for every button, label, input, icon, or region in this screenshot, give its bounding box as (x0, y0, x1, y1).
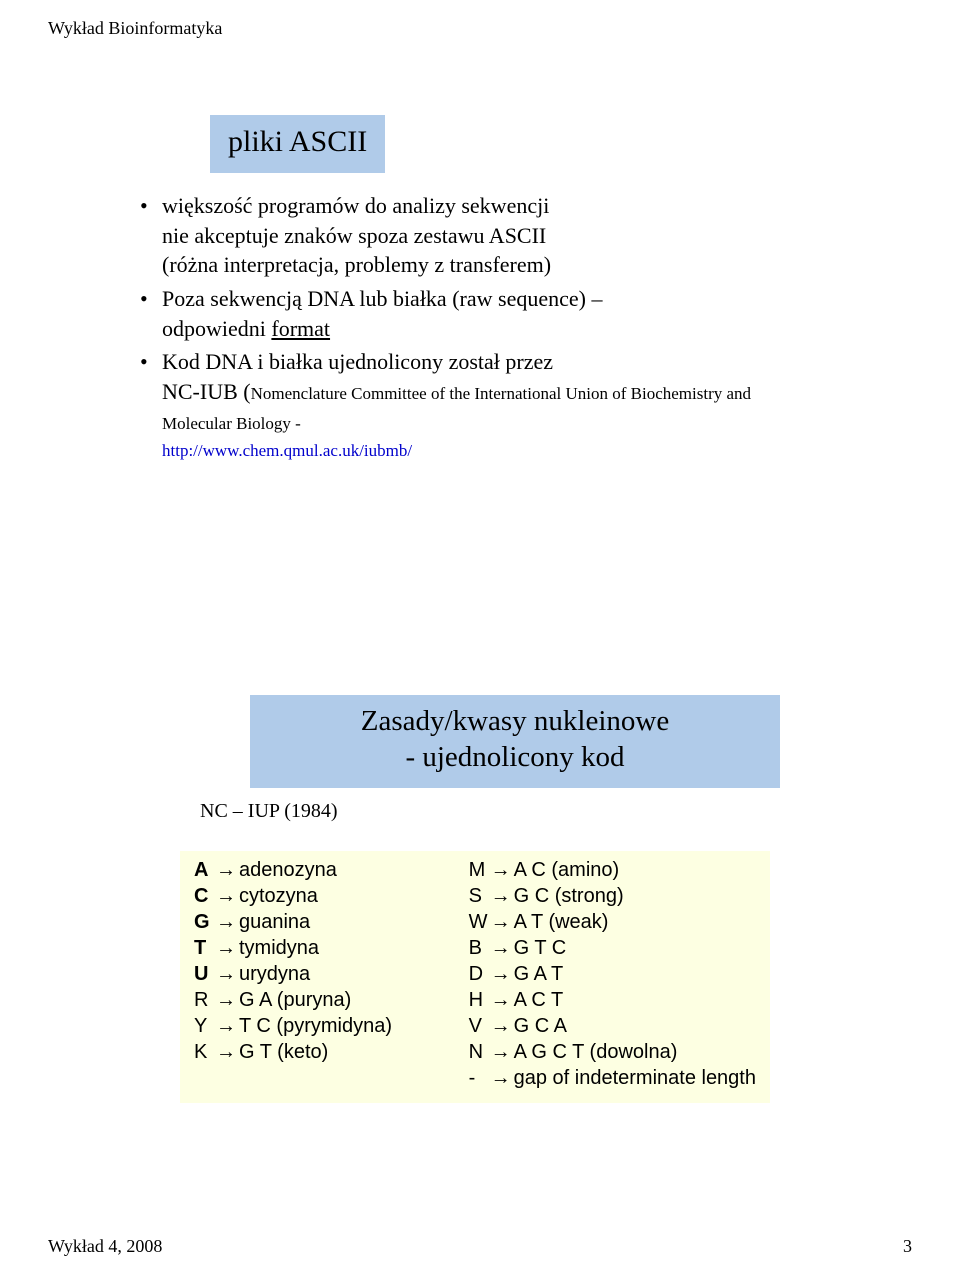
arrow-icon: → (491, 1067, 511, 1090)
page-number: 3 (903, 1236, 912, 1257)
code-symbol: N (469, 1041, 491, 1064)
code-row: K→ G T (keto) (194, 1041, 469, 1064)
code-symbol: M (469, 859, 491, 882)
code-row: H→ A C T (469, 989, 756, 1012)
arrow-icon: → (216, 989, 236, 1012)
code-symbol: Y (194, 1015, 216, 1038)
arrow-icon: → (216, 859, 236, 882)
code-definition: cytozyna (239, 885, 318, 908)
code-definition: G C (strong) (514, 885, 624, 908)
arrow-icon: → (491, 1015, 511, 1038)
code-symbol: R (194, 989, 216, 1012)
code-symbol: T (194, 937, 216, 960)
slide2-title: Zasady/kwasy nukleinowe - ujednolicony k… (250, 695, 780, 788)
bullet-3-line1: Kod DNA i białka ujednolicony został prz… (162, 349, 553, 374)
code-row: R→ G A (puryna) (194, 989, 469, 1012)
bullet-3-line2-pre: NC-IUB ( (162, 379, 251, 404)
code-definition: A G C T (dowolna) (514, 1041, 678, 1064)
code-definition: tymidyna (239, 937, 319, 960)
code-definition: gap of indeterminate length (514, 1067, 756, 1090)
code-definition: A C (amino) (514, 859, 620, 882)
bullet-2: Poza sekwencją DNA lub białka (raw seque… (140, 284, 820, 343)
nucleotide-code-table: A→ adenozynaC→ cytozynaG→ guaninaT→ tymi… (180, 851, 770, 1103)
code-row: -→ gap of indeterminate length (469, 1067, 756, 1090)
code-row: D→ G A T (469, 963, 756, 986)
bullet-1-line1: większość programów do analizy sekwencji (162, 193, 549, 218)
slide2-title-l2: - ujednolicony kod (405, 741, 624, 773)
slide-ascii-files: pliki ASCII większość programów do anali… (140, 115, 820, 461)
code-row: B→ G T C (469, 937, 756, 960)
bullet-2-line2a: odpowiedni (162, 316, 271, 341)
arrow-icon: → (491, 1041, 511, 1064)
code-row: W→ A T (weak) (469, 911, 756, 934)
slide1-title: pliki ASCII (210, 115, 385, 173)
arrow-icon: → (216, 1041, 236, 1064)
code-definition: G T (keto) (239, 1041, 328, 1064)
code-row: C→ cytozyna (194, 885, 469, 908)
code-symbol: S (469, 885, 491, 908)
code-row: A→ adenozyna (194, 859, 469, 882)
nc-iub-link[interactable]: http://www.chem.qmul.ac.uk/iubmb/ (162, 441, 820, 461)
arrow-icon: → (216, 963, 236, 986)
slide1-bullets: większość programów do analizy sekwencji… (140, 191, 820, 437)
arrow-icon: → (216, 911, 236, 934)
code-symbol: W (469, 911, 491, 934)
bullet-2-underline: format (271, 316, 330, 341)
arrow-icon: → (491, 859, 511, 882)
bullet-3-small: Nomenclature Committee of the Internatio… (162, 384, 751, 433)
code-definition: G T C (514, 937, 567, 960)
code-row: U→ urydyna (194, 963, 469, 986)
arrow-icon: → (491, 937, 511, 960)
code-column-1: A→ adenozynaC→ cytozynaG→ guaninaT→ tymi… (194, 859, 469, 1093)
code-symbol: V (469, 1015, 491, 1038)
code-row: Y→ T C (pyrymidyna) (194, 1015, 469, 1038)
code-definition: G A (puryna) (239, 989, 351, 1012)
code-symbol: K (194, 1041, 216, 1064)
slide-nucleic-codes: Zasady/kwasy nukleinowe - ujednolicony k… (180, 695, 780, 1103)
code-definition: A T (weak) (514, 911, 609, 934)
bullet-1-line3: (różna interpretacja, problemy z transfe… (162, 252, 551, 277)
footer-left: Wykład 4, 2008 (48, 1236, 162, 1257)
code-symbol: B (469, 937, 491, 960)
slide2-title-l1: Zasady/kwasy nukleinowe (361, 705, 669, 737)
arrow-icon: → (216, 937, 236, 960)
code-definition: guanina (239, 911, 310, 934)
code-symbol: - (469, 1067, 491, 1090)
code-symbol: D (469, 963, 491, 986)
code-symbol: A (194, 859, 216, 882)
arrow-icon: → (491, 911, 511, 934)
page-header: Wykład Bioinformatyka (48, 18, 222, 39)
code-symbol: H (469, 989, 491, 1012)
arrow-icon: → (216, 885, 236, 908)
bullet-1-line2: nie akceptuje znaków spoza zestawu ASCII (162, 223, 546, 248)
arrow-icon: → (491, 963, 511, 986)
code-row: V→ G C A (469, 1015, 756, 1038)
arrow-icon: → (491, 989, 511, 1012)
code-symbol: C (194, 885, 216, 908)
code-definition: G A T (514, 963, 564, 986)
code-row: T→ tymidyna (194, 937, 469, 960)
code-symbol: G (194, 911, 216, 934)
code-definition: urydyna (239, 963, 310, 986)
nc-iup-label: NC – IUP (1984) (200, 800, 780, 823)
bullet-1: większość programów do analizy sekwencji… (140, 191, 820, 280)
code-row: G→ guanina (194, 911, 469, 934)
code-definition: adenozyna (239, 859, 337, 882)
code-row: S→ G C (strong) (469, 885, 756, 908)
code-symbol: U (194, 963, 216, 986)
code-row: N→ A G C T (dowolna) (469, 1041, 756, 1064)
arrow-icon: → (491, 885, 511, 908)
code-definition: A C T (514, 989, 564, 1012)
code-definition: T C (pyrymidyna) (239, 1015, 392, 1038)
code-column-2: M→ A C (amino)S→ G C (strong)W→ A T (wea… (469, 859, 756, 1093)
bullet-3: Kod DNA i białka ujednolicony został prz… (140, 347, 820, 436)
arrow-icon: → (216, 1015, 236, 1038)
code-definition: G C A (514, 1015, 567, 1038)
code-row: M→ A C (amino) (469, 859, 756, 882)
bullet-2-line1: Poza sekwencją DNA lub białka (raw seque… (162, 286, 602, 311)
